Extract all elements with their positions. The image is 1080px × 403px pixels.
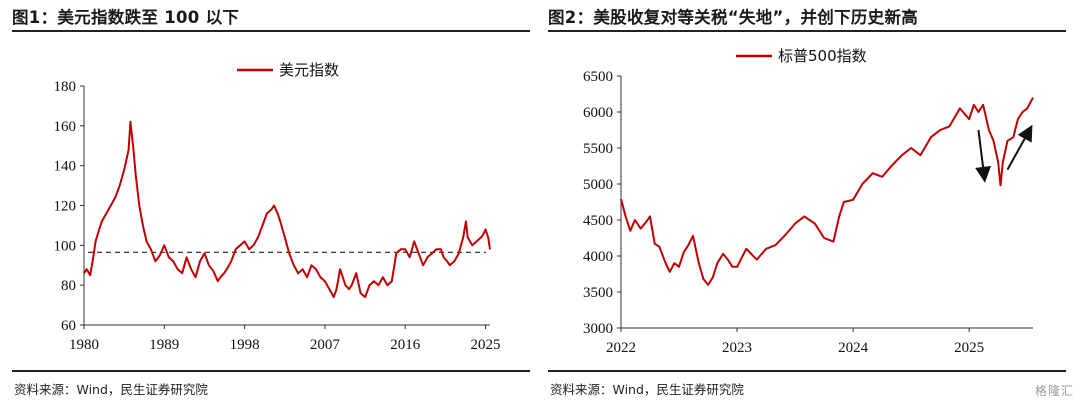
x-tick-label: 1989 <box>149 337 179 353</box>
x-tick-label: 1980 <box>69 337 99 353</box>
y-tick-label: 4000 <box>583 249 613 265</box>
line-chart-dollar-index: 60 80 100 120 140 160 180 1980 1989 1998 2007 2016 2… <box>54 61 501 353</box>
y-tick-label: 100 <box>54 238 77 254</box>
annotation-arrow-up <box>1006 124 1033 171</box>
y-tick-label: 60 <box>61 318 76 334</box>
x-tick-label: 2025 <box>954 340 984 356</box>
x-tick-label: 2022 <box>606 340 636 356</box>
x-tick-label: 2025 <box>471 337 501 353</box>
y-tick-label: 120 <box>54 199 77 215</box>
y-tick-label: 140 <box>54 159 77 175</box>
x-tick-label: 2016 <box>390 337 421 353</box>
y-tick-label: 3000 <box>583 321 613 337</box>
y-tick-label: 6000 <box>583 105 613 121</box>
source-note: 资料来源：Wind，民生证券研究院 <box>550 382 744 397</box>
series-line <box>620 97 1034 286</box>
legend-label: 标普500指数 <box>778 47 867 65</box>
title-rule <box>548 30 1066 32</box>
y-tick-label: 6500 <box>583 69 613 85</box>
watermark-logo: 格隆汇 <box>1034 384 1074 398</box>
title-rule <box>12 30 530 32</box>
chart-title: 图2：美股收复对等关税“失地”，并创下历史新高 <box>548 8 919 27</box>
y-tick-label: 160 <box>54 119 77 135</box>
y-tick-label: 80 <box>61 278 76 294</box>
y-tick-label: 4500 <box>583 213 613 229</box>
y-tick-label: 5500 <box>583 141 613 157</box>
x-tick-label: 2007 <box>310 337 341 353</box>
legend-label: 美元指数 <box>279 61 339 79</box>
x-tick-label: 2023 <box>722 340 752 356</box>
y-tick-label: 180 <box>54 79 77 95</box>
y-tick-label: 3500 <box>583 285 613 301</box>
chart-panel-sp500: 图2：美股收复对等关税“失地”，并创下历史新高 3000 3500 4000 4500… <box>548 0 1068 403</box>
y-tick-label: 5000 <box>583 177 613 193</box>
footer-rule <box>12 370 530 372</box>
x-tick-label: 1998 <box>230 337 260 353</box>
line-chart-sp500: 3000 3500 4000 4500 5000 5500 6000 6500 2022 2023… <box>583 47 1034 356</box>
series-line <box>83 120 491 299</box>
source-note: 资料来源：Wind，民生证券研究院 <box>14 382 208 397</box>
footer-rule <box>548 370 1066 372</box>
chart-title: 图1：美元指数跌至 100 以下 <box>12 8 240 27</box>
annotation-arrow-down <box>975 129 991 183</box>
x-tick-label: 2024 <box>838 340 869 356</box>
chart-panel-dollar-index: 图1：美元指数跌至 100 以下 60 80 100 120 140 160 180 1980… <box>12 0 532 403</box>
